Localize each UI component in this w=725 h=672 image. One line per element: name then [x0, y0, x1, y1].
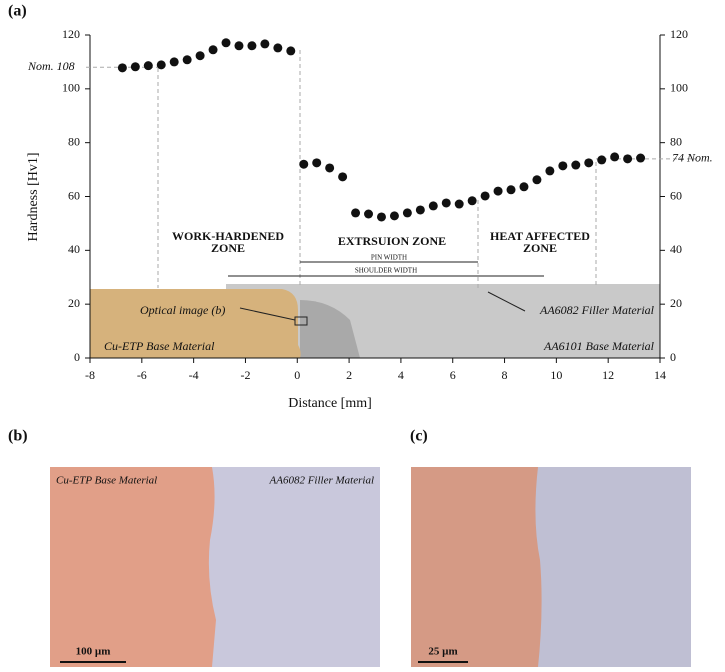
data-point [364, 209, 373, 218]
image-label: Optical image (b) [140, 303, 225, 317]
y-tick-label: 120 [670, 27, 688, 41]
data-point [584, 158, 593, 167]
y-tick-label: 60 [670, 188, 682, 202]
dimension-label: SHOULDER WIDTH [355, 267, 417, 275]
data-point [403, 208, 412, 217]
data-point [118, 63, 127, 72]
data-point [442, 198, 451, 207]
x-tick-label: 12 [602, 368, 614, 382]
copper-region [411, 467, 542, 667]
y-axis-label: Hardness [Hv1] [26, 152, 41, 241]
image-label: AA6101 Base Material [543, 339, 655, 353]
reference-label: 74 Nom. [672, 151, 713, 165]
panel-label: (c) [410, 428, 428, 445]
y-tick-label: 0 [670, 350, 676, 364]
data-point [597, 155, 606, 164]
data-point [571, 161, 580, 170]
y-tick-label: 100 [62, 81, 80, 95]
data-point [338, 172, 347, 181]
data-point [532, 175, 541, 184]
data-point [299, 160, 308, 169]
data-point [636, 154, 645, 163]
data-point [390, 211, 399, 220]
data-point [377, 212, 386, 221]
panel-label: (a) [8, 3, 27, 20]
x-tick-label: -6 [137, 368, 147, 382]
x-tick-label: -8 [85, 368, 95, 382]
data-point [222, 38, 231, 47]
data-point [273, 43, 282, 52]
data-point [481, 191, 490, 200]
data-point [351, 208, 360, 217]
data-point [558, 161, 567, 170]
micrograph-label: Cu-ETP Base Material [56, 475, 157, 487]
image-label: Cu-ETP Base Material [104, 339, 215, 353]
y-tick-label: 120 [62, 27, 80, 41]
y-tick-label: 0 [74, 350, 80, 364]
data-point [247, 41, 256, 50]
x-tick-label: 2 [346, 368, 352, 382]
scale-label: 25 µm [428, 646, 457, 658]
x-tick-label: 0 [294, 368, 300, 382]
y-tick-label: 60 [68, 188, 80, 202]
data-point [468, 196, 477, 205]
x-tick-label: -2 [240, 368, 250, 382]
x-tick-label: 8 [502, 368, 508, 382]
image-label: AA6082 Filler Material [539, 303, 655, 317]
copper-region [50, 467, 216, 667]
dimension-label: PIN WIDTH [371, 254, 407, 262]
data-point [260, 39, 269, 48]
data-point [131, 62, 140, 71]
x-axis-label: Distance [mm] [288, 396, 372, 411]
data-point [623, 154, 632, 163]
data-point [209, 45, 218, 54]
data-point [286, 46, 295, 55]
micrograph-label: AA6082 Filler Material [269, 475, 374, 487]
data-point [157, 60, 166, 69]
x-tick-label: 6 [450, 368, 456, 382]
y-tick-label: 20 [670, 296, 682, 310]
data-point [507, 185, 516, 194]
data-point [494, 187, 503, 196]
data-point [455, 200, 464, 209]
y-tick-label: 80 [68, 134, 80, 148]
x-tick-label: 4 [398, 368, 404, 382]
data-point [144, 61, 153, 70]
scale-label: 100 µm [76, 646, 111, 658]
y-tick-label: 80 [670, 134, 682, 148]
data-point [519, 182, 528, 191]
y-tick-label: 40 [68, 242, 80, 256]
zone-label: EXTRSUION ZONE [338, 234, 446, 248]
data-point [429, 201, 438, 210]
data-point [196, 51, 205, 60]
data-point [416, 205, 425, 214]
data-point [545, 166, 554, 175]
data-point [170, 57, 179, 66]
data-point [312, 158, 321, 167]
y-tick-label: 40 [670, 242, 682, 256]
data-point [183, 55, 192, 64]
x-tick-label: -4 [189, 368, 199, 382]
y-tick-label: 20 [68, 296, 80, 310]
x-tick-label: 14 [654, 368, 666, 382]
zone-label: ZONE [523, 241, 557, 255]
x-tick-label: 10 [550, 368, 562, 382]
panel-label: (b) [8, 428, 28, 445]
reference-label: Nom. 108 [27, 59, 75, 73]
zone-label: ZONE [211, 241, 245, 255]
figure: (a) Distance [mm] Hardness [Hv1] (b) Cu-… [0, 0, 725, 672]
data-point [325, 163, 334, 172]
data-point [234, 41, 243, 50]
y-tick-label: 100 [670, 81, 688, 95]
data-point [610, 152, 619, 161]
